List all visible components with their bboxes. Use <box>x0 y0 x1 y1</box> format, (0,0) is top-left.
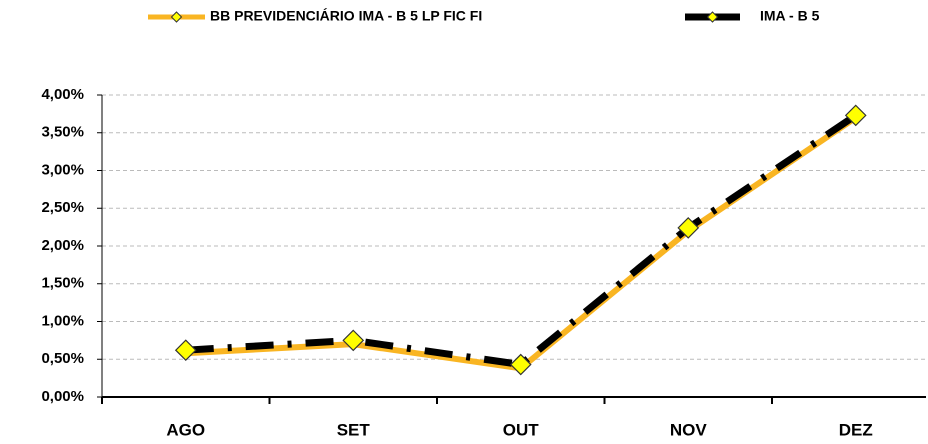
x-tick-label: AGO <box>166 420 205 439</box>
y-tick-label: 2,50% <box>41 199 84 216</box>
series-line <box>185 112 858 369</box>
x-tick-label: SET <box>337 420 371 439</box>
marker <box>342 329 365 352</box>
y-tick-label: 1,50% <box>41 275 84 292</box>
marker <box>509 353 532 376</box>
x-tick-label: DEZ <box>839 420 873 439</box>
y-tick-label: 3,50% <box>41 124 84 141</box>
marker <box>677 217 700 239</box>
x-tick-label: NOV <box>670 420 708 439</box>
legend-marker <box>170 11 183 23</box>
series-line <box>185 115 858 372</box>
y-tick-label: 0,50% <box>41 350 84 367</box>
x-tick-label: OUT <box>503 420 540 439</box>
y-tick-label: 2,00% <box>41 237 84 254</box>
marker <box>844 104 867 127</box>
legend-label: IMA - B 5 <box>760 8 820 24</box>
y-tick-label: 4,00% <box>41 86 84 103</box>
y-tick-label: 3,00% <box>41 161 84 178</box>
marker <box>174 339 197 362</box>
y-tick-label: 0,00% <box>41 388 84 405</box>
y-tick-label: 1,00% <box>41 312 84 329</box>
legend-marker <box>706 11 719 23</box>
legend-label: BB PREVIDENCIÁRIO IMA - B 5 LP FIC FI <box>210 8 482 24</box>
